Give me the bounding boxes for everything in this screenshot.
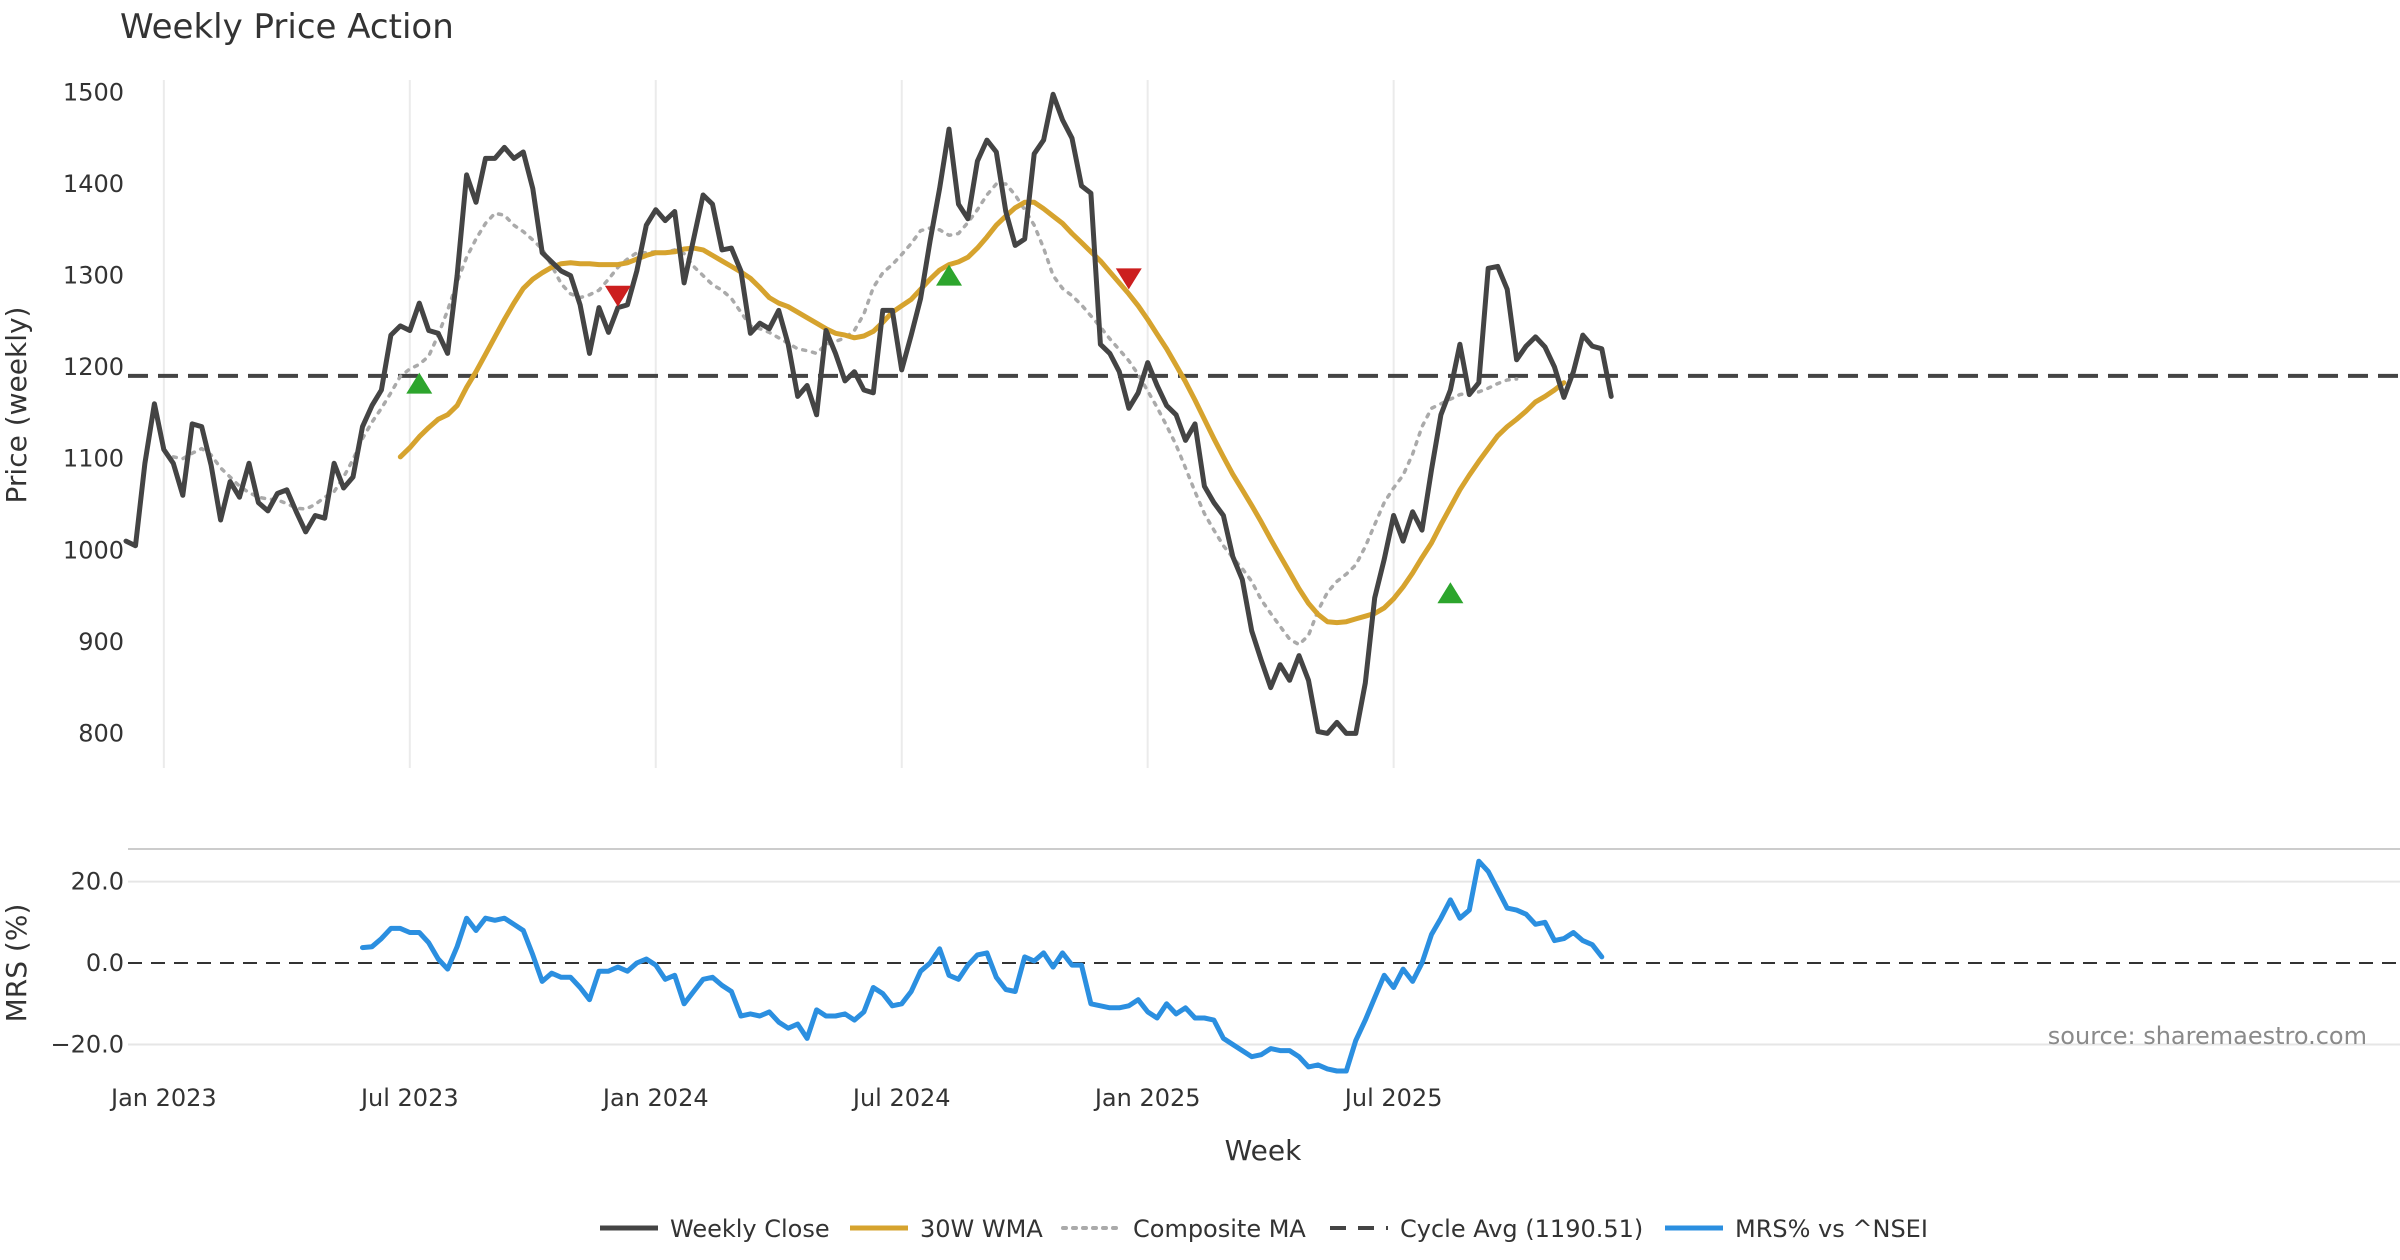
price-y-tick-label: 1400 [63, 170, 124, 198]
x-tick-label: Jul 2024 [851, 1084, 951, 1112]
legend-label: MRS% vs ^NSEI [1735, 1215, 1928, 1243]
source-note: source: sharemaestro.com [2048, 1022, 2367, 1050]
30w-wma-line [397, 199, 1567, 626]
price-y-tick-label: 1000 [63, 536, 124, 564]
mrs-line [360, 858, 1605, 1074]
legend-label: 30W WMA [920, 1215, 1043, 1243]
price-series-group [123, 91, 1614, 736]
x-tick-label: Jan 2023 [109, 1084, 217, 1112]
x-ticks: Jan 2023 Jul 2023 Jan 2024 Jul 2024 Jan 2025… [109, 1084, 1442, 1112]
x-tick-label: Jul 2023 [359, 1084, 459, 1112]
legend: Weekly Close 30W WMA Composite MA Cycle Avg… [600, 1215, 1928, 1243]
mrs-y-tick-label: −20.0 [50, 1030, 124, 1058]
price-y-tick-label: 800 [78, 719, 124, 747]
price-y-tick-label: 900 [78, 628, 124, 656]
x-tick-label: Jan 2025 [1093, 1084, 1201, 1112]
x-tick-label: Jan 2024 [601, 1084, 709, 1112]
vertical-gridlines [162, 80, 1395, 768]
legend-label: Weekly Close [670, 1215, 830, 1243]
composite-ma-line [171, 182, 1519, 647]
legend-label: Composite MA [1133, 1215, 1306, 1243]
weekly-close-line [123, 91, 1614, 736]
buy-signal-marker [1437, 582, 1464, 604]
mrs-series-group [360, 858, 1605, 1074]
sell-signal-marker [604, 285, 631, 307]
mrs-y-tick-label: 20.0 [71, 868, 124, 896]
mrs-y-ticks: 20.0 0.0 −20.0 [50, 868, 124, 1059]
price-y-axis-label: Price (weekly) [0, 307, 33, 504]
signal-markers [406, 264, 1464, 604]
price-y-tick-label: 1500 [63, 78, 124, 106]
x-tick-label: Jul 2025 [1343, 1084, 1443, 1112]
buy-signal-marker [406, 372, 433, 394]
mrs-gridlines [128, 880, 2400, 1046]
price-y-tick-label: 1100 [63, 445, 124, 473]
price-y-tick-label: 1300 [63, 262, 124, 290]
legend-label: Cycle Avg (1190.51) [1400, 1215, 1643, 1243]
mrs-y-axis-label: MRS (%) [0, 904, 33, 1023]
x-axis-label: Week [1225, 1134, 1302, 1167]
buy-signal-marker [936, 264, 963, 286]
chart-title: Weekly Price Action [120, 7, 454, 47]
mrs-y-tick-label: 0.0 [86, 949, 124, 977]
price-y-ticks: 800 900 1000 1100 1200 1300 1400 1500 [63, 78, 124, 747]
sell-signal-marker [1115, 268, 1142, 290]
price-y-tick-label: 1200 [63, 353, 124, 381]
